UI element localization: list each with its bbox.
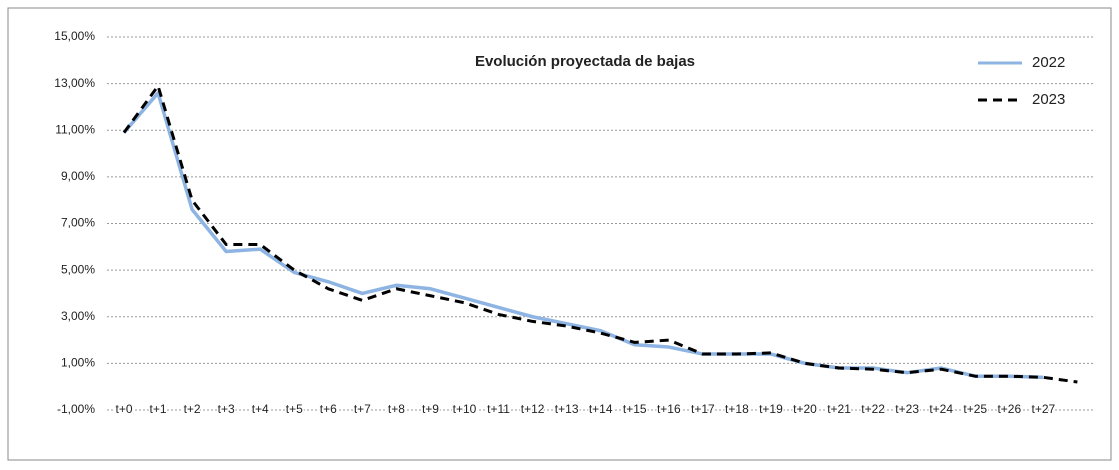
y-tick-label: 11,00% [55, 122, 95, 136]
chart-frame [7, 7, 1112, 461]
y-tick-label: 5,00% [61, 262, 95, 276]
y-tick-label: 7,00% [61, 216, 95, 230]
x-tick-label: t+11 [487, 402, 510, 416]
x-tick-label: t+2 [184, 402, 201, 416]
y-tick-label: -1,00% [57, 402, 95, 416]
x-tick-label: t+9 [422, 402, 439, 416]
x-tick-label: t+17 [691, 402, 715, 416]
x-tick-label: t+20 [793, 402, 817, 416]
x-tick-label: t+1 [150, 402, 167, 416]
x-tick-label: t+16 [657, 402, 681, 416]
legend-label: 2022 [1032, 54, 1065, 71]
x-tick-label: t+25 [963, 402, 987, 416]
y-tick-label: 13,00% [54, 76, 95, 90]
x-tick-label: t+21 [827, 402, 851, 416]
x-tick-label: t+24 [929, 402, 953, 416]
x-tick-label: t+27 [1031, 402, 1055, 416]
x-tick-label: t+10 [453, 402, 477, 416]
x-tick-label: t+0 [115, 402, 132, 416]
x-tick-label: t+4 [252, 402, 269, 416]
series-line [122, 91, 1044, 380]
x-tick-label: t+15 [623, 402, 647, 416]
x-tick-label: t+22 [861, 402, 885, 416]
x-tick-label: t+8 [388, 402, 405, 416]
legend-label: 2023 [1032, 91, 1065, 108]
x-tick-label: t+23 [895, 402, 919, 416]
x-tick-label: t+5 [286, 402, 303, 416]
x-tick-label: t+14 [589, 402, 613, 416]
x-tick-label: t+13 [555, 402, 579, 416]
x-tick-label: t+18 [725, 402, 749, 416]
y-tick-label: 3,00% [61, 309, 95, 323]
x-tick-label: t+3 [218, 402, 235, 416]
x-tick-label: t+26 [997, 402, 1021, 416]
x-tick-label: t+6 [320, 402, 337, 416]
y-tick-label: 9,00% [61, 169, 95, 183]
x-tick-label: t+12 [521, 402, 545, 416]
y-tick-label: 15,00% [54, 29, 95, 43]
x-tick-label: t+19 [759, 402, 783, 416]
y-tick-label: 1,00% [61, 356, 95, 370]
x-tick-label: t+7 [354, 402, 371, 416]
series-line [122, 84, 1078, 384]
chart-title: Evolución proyectada de bajas [475, 53, 695, 70]
